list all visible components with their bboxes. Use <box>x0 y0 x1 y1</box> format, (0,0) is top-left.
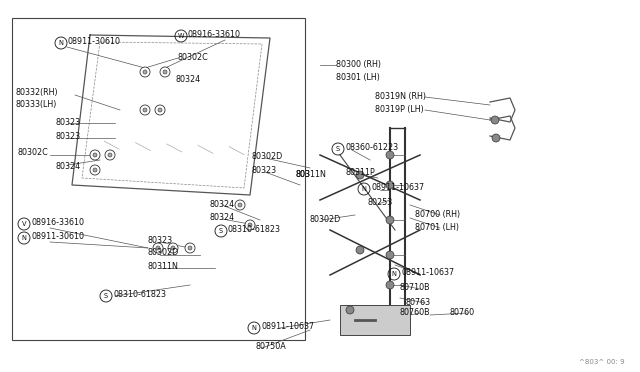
Circle shape <box>140 67 150 77</box>
Circle shape <box>356 246 364 254</box>
Text: 80710B: 80710B <box>400 283 431 292</box>
Circle shape <box>188 246 192 250</box>
Text: 803: 803 <box>295 170 310 179</box>
Text: 80319P (LH): 80319P (LH) <box>375 105 424 114</box>
Text: 80323: 80323 <box>252 166 277 175</box>
Circle shape <box>160 67 170 77</box>
Text: 80324: 80324 <box>210 213 235 222</box>
Text: 08911-30610: 08911-30610 <box>68 37 121 46</box>
Circle shape <box>386 216 394 224</box>
Text: ^803^ 00: 9: ^803^ 00: 9 <box>579 359 625 365</box>
Text: V: V <box>22 221 26 227</box>
Circle shape <box>153 243 163 253</box>
Circle shape <box>171 246 175 250</box>
Text: 80324: 80324 <box>175 75 200 84</box>
Text: 80302D: 80302D <box>148 248 179 257</box>
Circle shape <box>158 108 162 112</box>
Text: 80700 (RH): 80700 (RH) <box>415 210 460 219</box>
Circle shape <box>238 203 242 207</box>
Text: 80302C: 80302C <box>178 53 209 62</box>
Text: N: N <box>59 40 63 46</box>
Text: N: N <box>392 271 396 277</box>
Text: 80332(RH): 80332(RH) <box>15 88 58 97</box>
Circle shape <box>143 108 147 112</box>
Text: 80302D: 80302D <box>252 152 284 161</box>
Text: 80302D: 80302D <box>310 215 341 224</box>
Circle shape <box>235 200 245 210</box>
Text: 80701 (LH): 80701 (LH) <box>415 223 459 232</box>
Bar <box>340 305 410 335</box>
Circle shape <box>140 105 150 115</box>
Text: 08911-10637: 08911-10637 <box>261 322 314 331</box>
Text: 80319N (RH): 80319N (RH) <box>375 92 426 101</box>
Circle shape <box>386 181 394 189</box>
Circle shape <box>105 150 115 160</box>
Text: S: S <box>336 146 340 152</box>
Text: 08916-33610: 08916-33610 <box>188 30 241 39</box>
Circle shape <box>93 168 97 172</box>
Text: W: W <box>178 33 184 39</box>
Circle shape <box>90 150 100 160</box>
Text: 80311N: 80311N <box>295 170 326 179</box>
Circle shape <box>185 243 195 253</box>
Text: S: S <box>104 293 108 299</box>
Circle shape <box>156 246 160 250</box>
Text: 80302C: 80302C <box>18 148 49 157</box>
Bar <box>12 18 305 340</box>
Circle shape <box>386 251 394 259</box>
Circle shape <box>491 116 499 124</box>
Text: 08911-10637: 08911-10637 <box>401 268 454 277</box>
Circle shape <box>492 134 500 142</box>
Circle shape <box>248 223 252 227</box>
Circle shape <box>143 70 147 74</box>
Text: 08310-61823: 08310-61823 <box>228 225 281 234</box>
Text: 80301 (LH): 80301 (LH) <box>336 73 380 82</box>
Text: 08310-61823: 08310-61823 <box>113 290 166 299</box>
Text: 80333(LH): 80333(LH) <box>15 100 56 109</box>
Circle shape <box>155 105 165 115</box>
Text: 80324: 80324 <box>55 162 80 171</box>
Text: 08916-33610: 08916-33610 <box>31 218 84 227</box>
Circle shape <box>90 165 100 175</box>
Text: 80323: 80323 <box>148 236 173 245</box>
Text: 80311P: 80311P <box>345 168 375 177</box>
Text: N: N <box>22 235 26 241</box>
Circle shape <box>356 171 364 179</box>
Text: 08911-30610: 08911-30610 <box>31 232 84 241</box>
Circle shape <box>346 306 354 314</box>
Text: 80323: 80323 <box>55 118 80 127</box>
Circle shape <box>108 153 112 157</box>
Text: 80311N: 80311N <box>148 262 179 271</box>
Circle shape <box>245 220 255 230</box>
Text: 08360-61223: 08360-61223 <box>345 143 398 152</box>
Circle shape <box>93 153 97 157</box>
Text: 80300 (RH): 80300 (RH) <box>336 60 381 69</box>
Text: N: N <box>362 186 367 192</box>
Text: N: N <box>252 325 257 331</box>
Text: 08911-10637: 08911-10637 <box>371 183 424 192</box>
Text: S: S <box>219 228 223 234</box>
Circle shape <box>163 70 167 74</box>
Circle shape <box>386 151 394 159</box>
Text: 80253: 80253 <box>368 198 393 207</box>
Text: 80323: 80323 <box>55 132 80 141</box>
Circle shape <box>168 243 178 253</box>
Text: 80750A: 80750A <box>255 342 285 351</box>
Text: 80760B: 80760B <box>400 308 431 317</box>
Text: 80760: 80760 <box>450 308 475 317</box>
Circle shape <box>386 281 394 289</box>
Text: 80324: 80324 <box>210 200 235 209</box>
Text: 80763: 80763 <box>405 298 430 307</box>
